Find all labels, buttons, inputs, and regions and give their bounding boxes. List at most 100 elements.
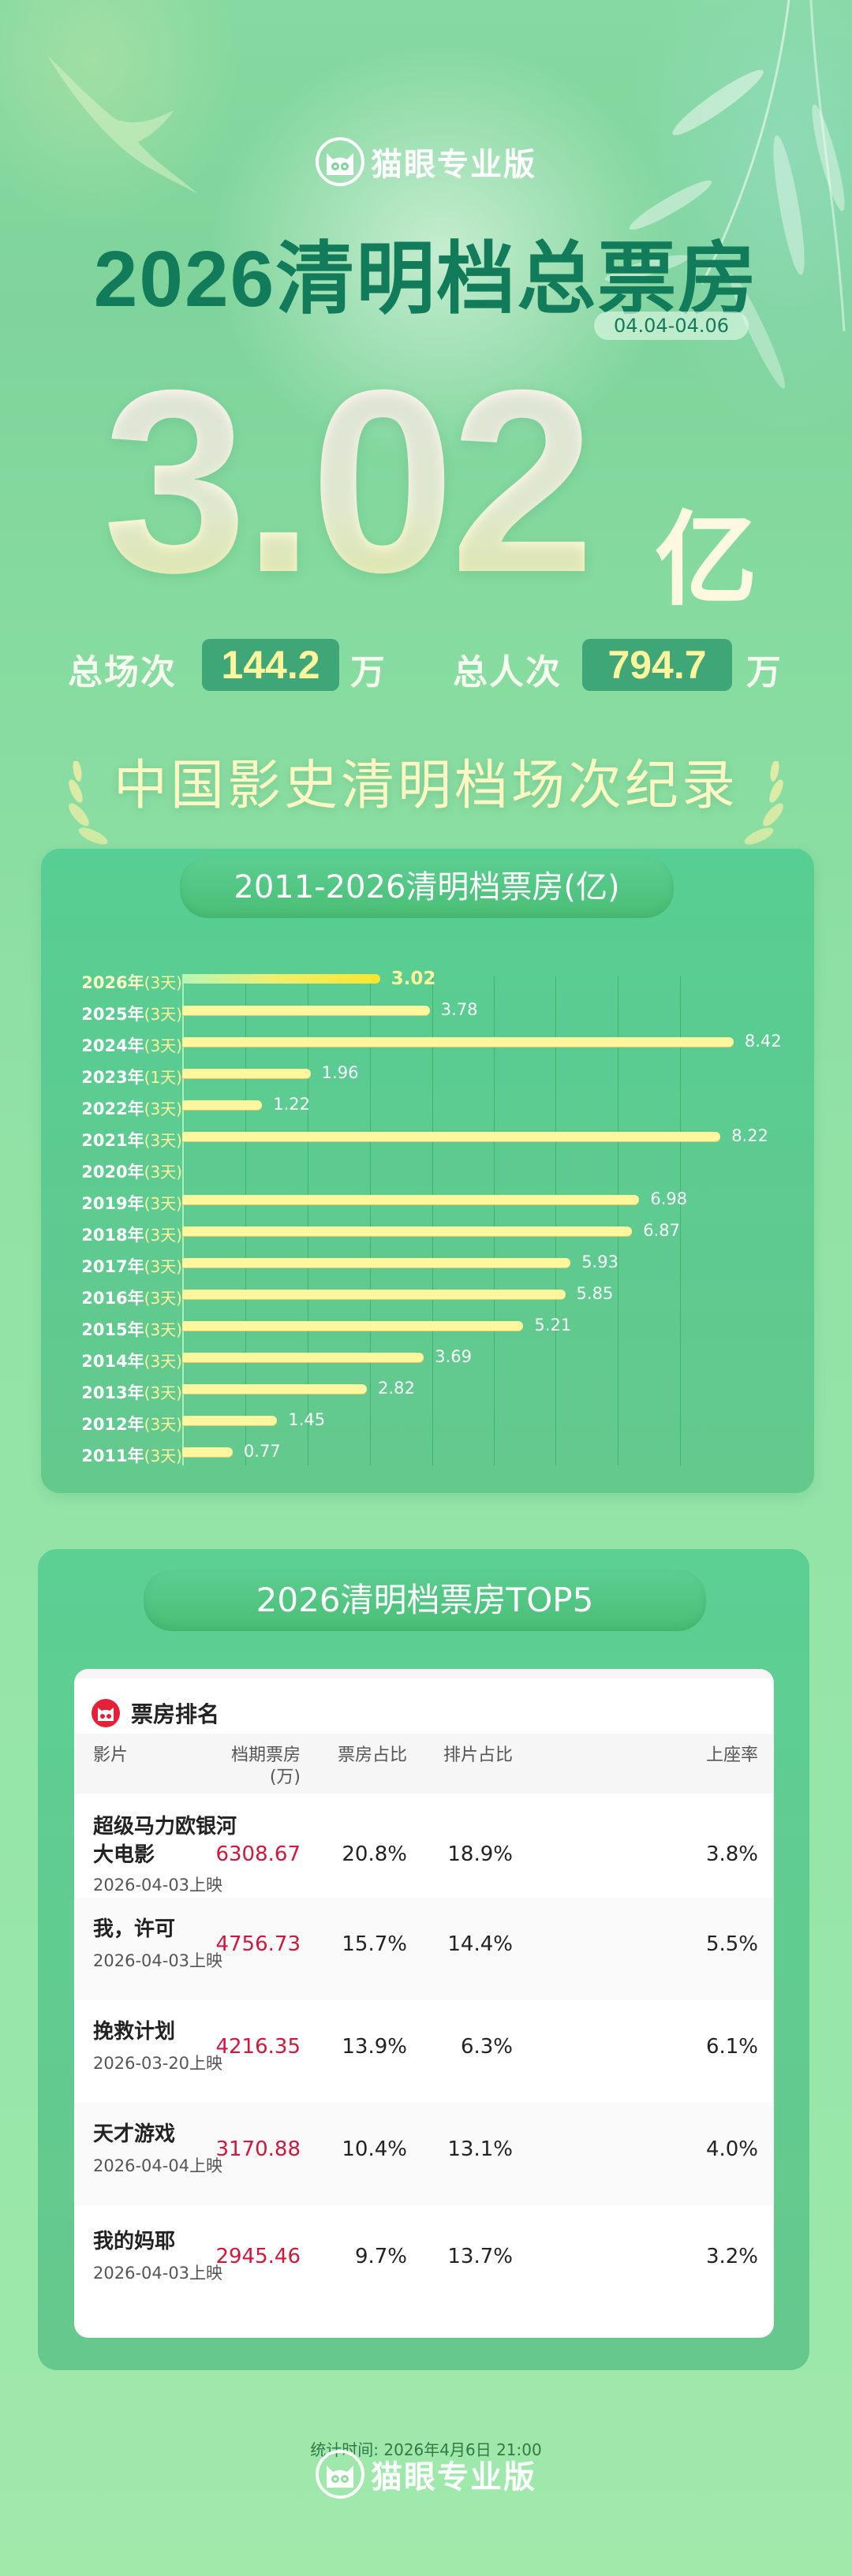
film-name-line2: 大电影 [93,1843,155,1867]
col-bo-share: 票房占比 [337,1745,407,1765]
box-office-history-chart-card: 2011-2026清明档票房(亿) 2026年(3天) 3.02 2025年(3天)… [41,849,814,1493]
year-label: 2021年(3天) [81,1128,182,1152]
gridline [555,976,556,1465]
box-office-value: 4216.35 [215,2035,301,2059]
total-box-office-value: 3.02 [103,335,595,626]
table-row[interactable]: 天才游戏 2026-04-04上映 3170.88 10.4% 13.1% 4.0% [74,2103,774,2205]
day-count-text: (3天) [144,973,182,992]
year-label: 2013年(3天) [81,1380,182,1404]
table-row[interactable]: 我，许可 2026-04-03上映 4756.73 15.7% 14.4% 5.5% [74,1898,774,2000]
gridline [245,976,246,1465]
value-label: 8.42 [744,1032,782,1051]
year-text: 2011年 [81,1447,144,1465]
bo-share-value: 20.8% [342,1842,407,1866]
film-name-line1: 超级马力欧银河 [93,1815,237,1839]
release-date: 2026-04-04上映 [93,2156,223,2175]
year-text: 2023年 [81,1068,144,1087]
table-row[interactable]: 我的妈耶 2026-04-03上映 2945.46 9.7% 13.7% 3.2% [74,2210,774,2313]
bar [182,1132,721,1141]
day-count-text: (3天) [144,1005,182,1024]
bar-row: 2024年(3天) 8.42 [41,1030,814,1062]
table-row[interactable]: 挽救计划 2026-03-20上映 4216.35 13.9% 6.3% 6.1% [74,2000,774,2103]
film-name-line1: 挽救计划 [93,2020,176,2044]
bar-row: 2021年(3天) 8.22 [41,1125,814,1156]
occupancy-value: 4.0% [705,2137,758,2161]
bar-row: 2015年(3天) 5.21 [41,1314,814,1346]
total-box-office-unit: 亿 [655,500,758,620]
day-count-text: (3天) [144,1194,182,1213]
box-office-value: 3170.88 [215,2137,301,2161]
table-row[interactable]: 超级马力欧银河 大电影 2026-04-03上映 6308.67 20.8% 18.9% 3… [74,1794,774,1898]
year-label: 2011年(3天) [81,1443,182,1467]
value-label: 6.98 [650,1189,688,1208]
bar [182,1447,233,1457]
value-label: 3.78 [440,1000,478,1019]
year-label: 2024年(3天) [81,1033,182,1057]
value-label: 1.22 [273,1095,311,1114]
cat-face-icon [316,2450,364,2499]
bar-row: 2012年(3天) 1.45 [41,1409,814,1440]
day-count-text: (3天) [144,1036,182,1055]
value-label: 1.96 [321,1063,359,1082]
sessions-label: 总场次 [68,652,177,693]
sessions-unit: 万 [350,652,385,693]
top5-title: 2026清明档票房TOP5 [144,1570,706,1631]
bar [182,1006,430,1015]
admissions-unit: 万 [746,652,781,693]
film-name-line1: 我，许可 [93,1917,176,1941]
box-office-value: 2945.46 [215,2245,301,2268]
day-count-text: (3天) [144,1257,182,1276]
year-label: 2022年(3天) [81,1096,182,1120]
value-label: 5.93 [581,1253,618,1271]
col-occupancy: 上座率 [705,1745,758,1765]
occupancy-value: 3.2% [705,2245,758,2268]
day-count-text: (3天) [144,1131,182,1150]
film-name: 挽救计划 [93,2018,275,2046]
value-label: 5.21 [534,1316,572,1335]
brand-footer: 猫眼专业版 [0,2450,852,2499]
year-label: 2019年(3天) [81,1191,182,1215]
brand-name: 猫眼专业版 [371,147,536,183]
year-text: 2026年 [81,973,144,992]
value-label: 0.77 [243,1442,281,1461]
day-count-text: (3天) [144,1383,182,1402]
year-text: 2020年 [81,1163,144,1182]
film-name: 我的妈耶 [93,2227,275,2256]
occupancy-value: 5.5% [705,1932,758,1956]
value-label: 2.82 [378,1379,415,1398]
bar-row: 2023年(1天) 1.96 [41,1062,814,1093]
release-date: 2026-04-03上映 [93,2264,223,2283]
bo-share-value: 10.4% [342,2137,407,2161]
year-label: 2020年(3天) [81,1159,182,1183]
screen-share-value: 18.9% [447,1842,513,1866]
film-name-line1: 天才游戏 [93,2122,176,2146]
bar [182,1069,311,1078]
film-name: 天才游戏 [93,2120,275,2149]
release-date: 2026-04-03上映 [93,1876,223,1895]
day-count-text: (3天) [144,1226,182,1245]
film-name: 我，许可 [93,1915,275,1943]
year-text: 2016年 [81,1289,144,1308]
bar [182,974,380,984]
day-count-text: (3天) [144,1447,182,1465]
gridline [432,976,433,1465]
year-label: 2026年(3天) [81,970,182,994]
date-range-badge: 04.04-04.06 [594,312,749,340]
bar [182,1416,278,1425]
bar-row: 2018年(3天) 6.87 [41,1219,814,1251]
ranking-table-panel: 票房排名 影片 档期票房 (万) 票房占比 排片占比 上座率 超级马力欧银河 大电影… [74,1669,774,2338]
bar [182,1384,368,1394]
year-label: 2014年(3天) [81,1349,182,1372]
value-label: 5.85 [576,1284,614,1303]
bar-row: 2019年(3天) 6.98 [41,1188,814,1219]
panel-title: 票房排名 [131,1701,220,1727]
year-text: 2022年 [81,1099,144,1118]
maoyan-cat-logo-icon [92,1699,120,1727]
day-count-text: (3天) [144,1099,182,1118]
gridline [494,976,495,1465]
bar-row: 2020年(3天) [41,1156,814,1188]
bar [182,1321,524,1331]
year-text: 2015年 [81,1320,144,1339]
screen-share-value: 6.3% [460,2035,513,2059]
stats-row: 总场次 144.2 万 总人次 794.7 万 [0,639,852,694]
